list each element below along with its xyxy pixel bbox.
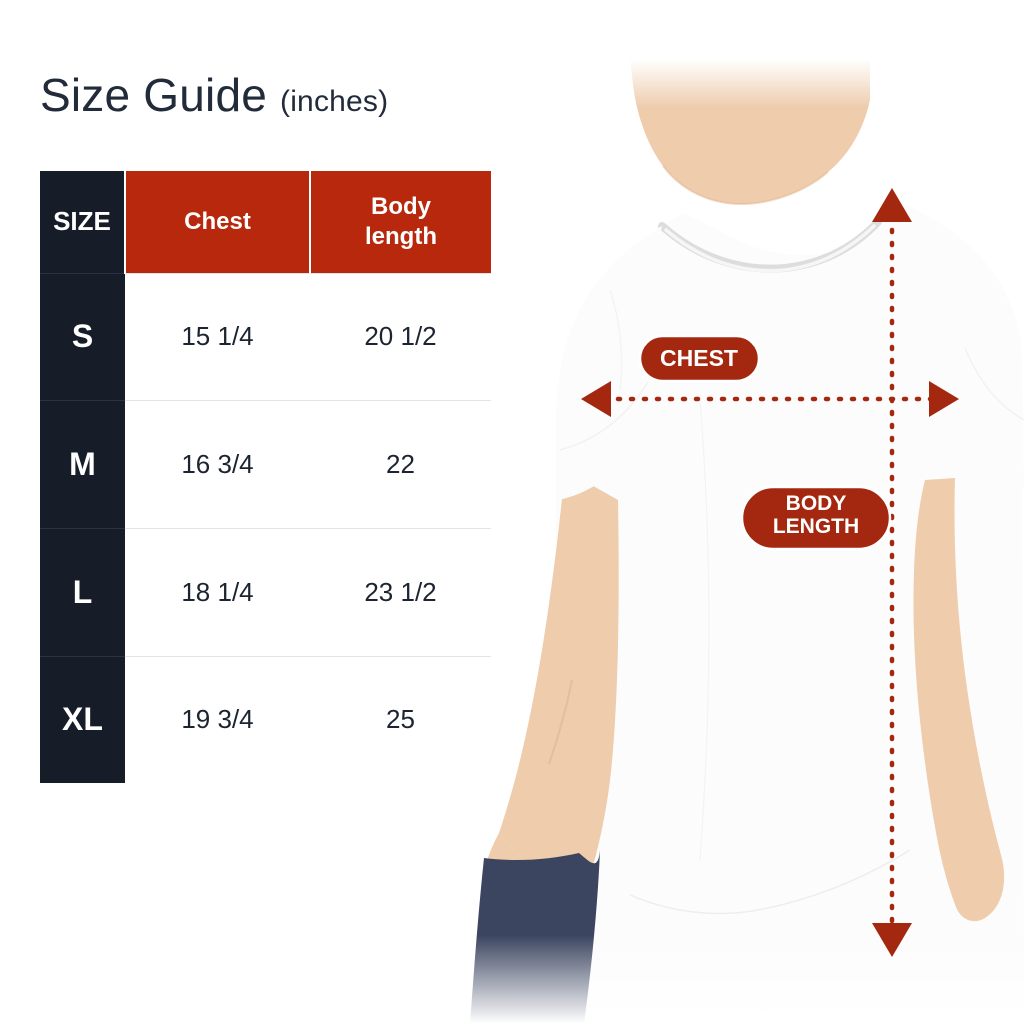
svg-text:LENGTH: LENGTH	[773, 515, 859, 538]
svg-text:CHEST: CHEST	[660, 345, 738, 371]
svg-text:BODY: BODY	[786, 492, 847, 515]
